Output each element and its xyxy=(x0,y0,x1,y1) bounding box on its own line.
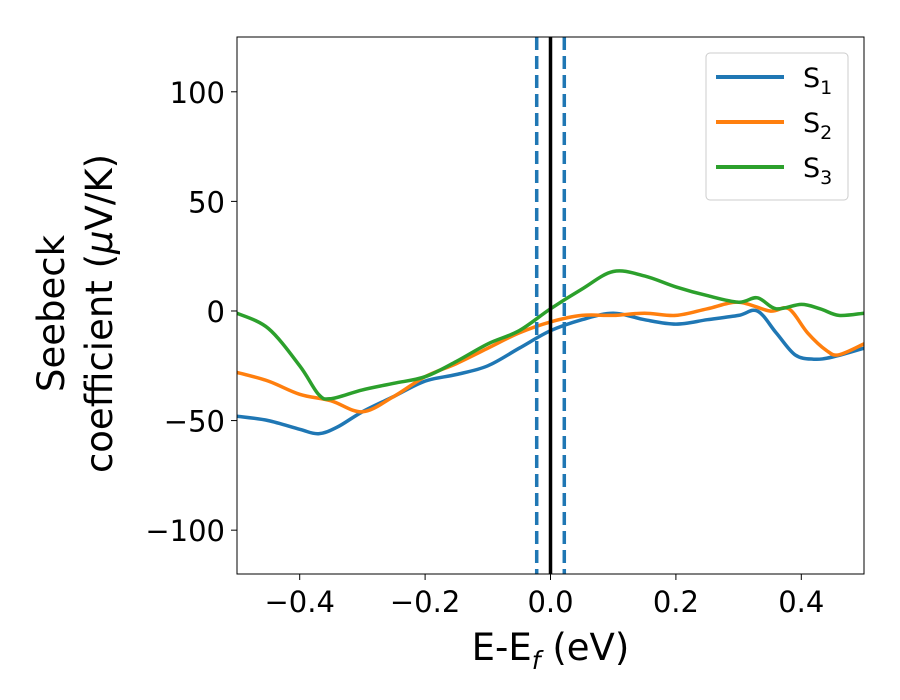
series-line-s3 xyxy=(237,269,864,401)
series-line-s1 xyxy=(237,308,864,436)
x-ticks: −0.4 −0.2 0.0 0.2 0.4 xyxy=(264,574,824,619)
x-axis-label: E-Ef (eV) xyxy=(472,626,630,675)
x-axis-label-main: E-E xyxy=(472,626,532,669)
x-tick-label: 0.2 xyxy=(653,585,699,619)
x-tick-label: 0.0 xyxy=(527,585,573,619)
y-ticks: 100 50 0 −50 −100 xyxy=(145,76,237,548)
reference-lines xyxy=(534,37,567,574)
y-axis-label-mu: μ xyxy=(78,230,121,255)
legend: S1 S2 S3 xyxy=(705,52,849,201)
y-tick-label: 50 xyxy=(188,185,225,219)
y-axis-label: Seebeck coefficient (μV/K) xyxy=(30,154,121,473)
legend-label-s1: S1 xyxy=(803,63,832,99)
legend-box xyxy=(705,52,849,201)
legend-label-s2: S2 xyxy=(803,108,832,144)
x-axis-label-tail: (eV) xyxy=(541,626,630,669)
series-layer xyxy=(237,269,864,436)
y-axis-label-line2: coefficient (μV/K) xyxy=(78,154,121,473)
series-line-s2 xyxy=(237,300,864,414)
y-tick-label: −100 xyxy=(145,514,225,548)
x-tick-label: −0.2 xyxy=(390,585,460,619)
y-tick-label: 0 xyxy=(207,295,225,329)
y-axis-label-post: V/K) xyxy=(78,154,121,230)
x-tick-label: −0.4 xyxy=(264,585,334,619)
legend-label-s3: S3 xyxy=(803,153,832,189)
y-tick-label: 100 xyxy=(170,76,225,110)
y-axis-label-line1: Seebeck xyxy=(30,234,73,392)
y-axis-label-pre: coefficient ( xyxy=(78,254,121,473)
x-tick-label: 0.4 xyxy=(778,585,824,619)
y-tick-label: −50 xyxy=(164,405,225,439)
